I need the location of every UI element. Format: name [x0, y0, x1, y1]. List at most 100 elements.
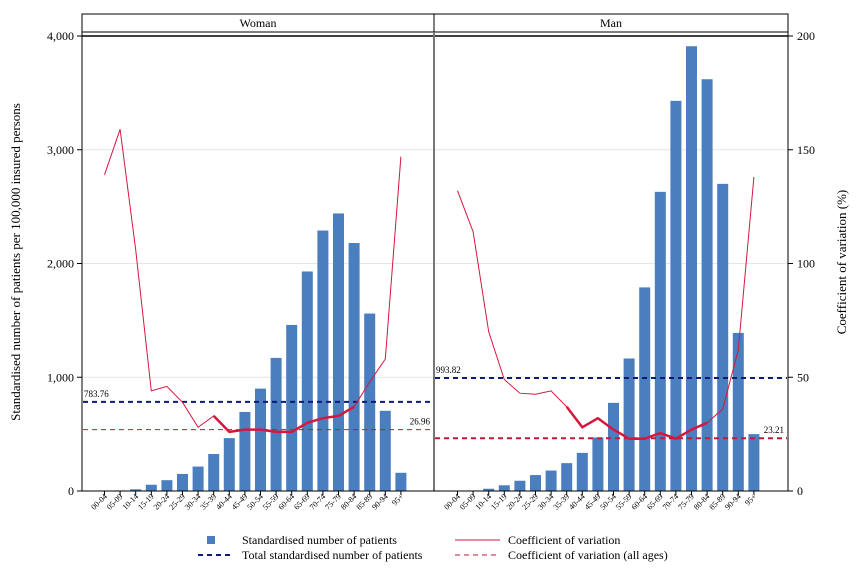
x-tick-label: 70-74: [661, 492, 681, 512]
bar: [748, 434, 760, 491]
bar: [545, 470, 557, 491]
legend-total-label: Total standardised number of patients: [242, 548, 423, 562]
x-tick-label: 20-24: [505, 492, 525, 512]
bar: [498, 485, 510, 491]
x-tick-label: 35-39: [552, 492, 572, 512]
bar: [286, 324, 298, 491]
x-tick-label: 50-54: [245, 492, 265, 512]
bar: [223, 438, 235, 491]
x-tick-label: 20-24: [152, 492, 172, 512]
bar: [177, 473, 188, 491]
x-tick-label: 65-69: [645, 492, 665, 512]
bar: [395, 472, 407, 491]
x-tick-label: 05-09: [458, 492, 478, 512]
legend-cv-label: Coefficient of variation: [508, 533, 620, 547]
legend-bar-swatch: [207, 536, 215, 544]
x-tick-label: 10-14: [474, 492, 494, 512]
bar: [379, 410, 391, 491]
cv-all-label: 26.96: [410, 417, 431, 427]
x-tick-label: 15-19: [489, 492, 509, 512]
y2-tick-label: 150: [797, 143, 815, 157]
x-tick-label: 95+: [743, 492, 759, 508]
y-tick-label: 0: [68, 484, 74, 498]
bar: [317, 230, 329, 491]
x-tick-label: 45-49: [583, 492, 603, 512]
bar: [670, 100, 682, 492]
bar: [145, 484, 157, 491]
bar: [686, 46, 697, 492]
y2-tick-label: 100: [797, 257, 815, 271]
x-tick-label: 05-09: [105, 492, 125, 512]
bar: [270, 357, 282, 491]
x-tick-label: 60-64: [277, 492, 297, 512]
bar: [561, 463, 573, 491]
x-tick-label: 15-19: [136, 492, 156, 512]
x-tick-label: 65-69: [292, 492, 312, 512]
cv-line-emphasis: [212, 405, 355, 434]
y2-axis-title: Coefficient of variation (%): [834, 190, 849, 335]
x-tick-label: 55-59: [614, 492, 634, 512]
bar: [333, 213, 344, 491]
x-tick-label: 00-04: [442, 492, 462, 512]
bar: [530, 475, 541, 491]
bar: [592, 437, 604, 491]
x-tick-label: 30-34: [183, 492, 203, 512]
bar: [301, 271, 313, 491]
bar: [701, 79, 713, 491]
x-tick-label: 40-44: [214, 492, 234, 512]
panel-title-woman: Woman: [239, 16, 276, 30]
x-tick-label: 70-74: [308, 492, 328, 512]
total-label: 783.76: [84, 389, 109, 399]
x-tick-label: 60-64: [630, 492, 650, 512]
x-tick-label: 25-29: [167, 492, 187, 512]
bars: [114, 46, 760, 492]
x-tick-label: 55-59: [261, 492, 281, 512]
panel-title-man: Man: [600, 16, 622, 30]
bar: [639, 287, 651, 491]
x-tick-label: 85-89: [355, 492, 375, 512]
x-tick-label: 75-79: [676, 492, 696, 512]
bar: [208, 454, 220, 491]
bar: [364, 313, 376, 491]
legend-bar-label: Standardised number of patients: [242, 533, 397, 547]
y-tick-label: 3,000: [47, 143, 74, 157]
x-tick-label: 90-94: [370, 492, 390, 512]
bar: [608, 402, 619, 491]
x-tick-label: 80-84: [692, 492, 712, 512]
legend: Standardised number of patients Coeffici…: [198, 533, 668, 562]
x-tick-label: 85-89: [708, 492, 728, 512]
x-tick-label: 10-14: [121, 492, 141, 512]
bar: [514, 480, 526, 491]
bar: [717, 183, 729, 491]
bar: [255, 388, 266, 491]
cv-lines: [104, 129, 755, 440]
cv-all-label: 23.21: [764, 425, 784, 435]
x-tick-label: 95+: [390, 492, 406, 508]
reference-lines: 783.76 26.96 993.82 23.21: [83, 365, 787, 440]
legend-cv-all-label: Coefficient of variation (all ages): [508, 548, 668, 562]
y-tick-label: 1,000: [47, 370, 74, 384]
x-tick-label: 80-84: [339, 492, 359, 512]
bar: [576, 452, 588, 491]
x-tick-label: 90-94: [723, 492, 743, 512]
x-tick-label: 40-44: [567, 492, 587, 512]
y2-tick-label: 200: [797, 29, 815, 43]
y-axis-left: 0 1,000 2,000 3,000 4,000: [47, 29, 83, 498]
bar: [483, 488, 495, 491]
x-axis: 00-0405-0910-1415-1920-2425-2930-3435-39…: [82, 490, 788, 512]
bar: [130, 489, 142, 491]
y2-tick-label: 0: [797, 484, 803, 498]
x-tick-label: 75-79: [323, 492, 343, 512]
x-tick-label: 00-04: [89, 492, 109, 512]
bar: [732, 332, 744, 491]
bar: [654, 191, 666, 491]
x-tick-label: 35-39: [199, 492, 219, 512]
bar: [192, 466, 204, 491]
x-tick-label: 45-49: [230, 492, 250, 512]
y-tick-label: 2,000: [47, 257, 74, 271]
bar: [239, 411, 251, 491]
bar: [623, 358, 635, 491]
total-label: 993.82: [436, 365, 461, 375]
y-axis-title: Standardised number of patients per 100,…: [8, 103, 23, 421]
